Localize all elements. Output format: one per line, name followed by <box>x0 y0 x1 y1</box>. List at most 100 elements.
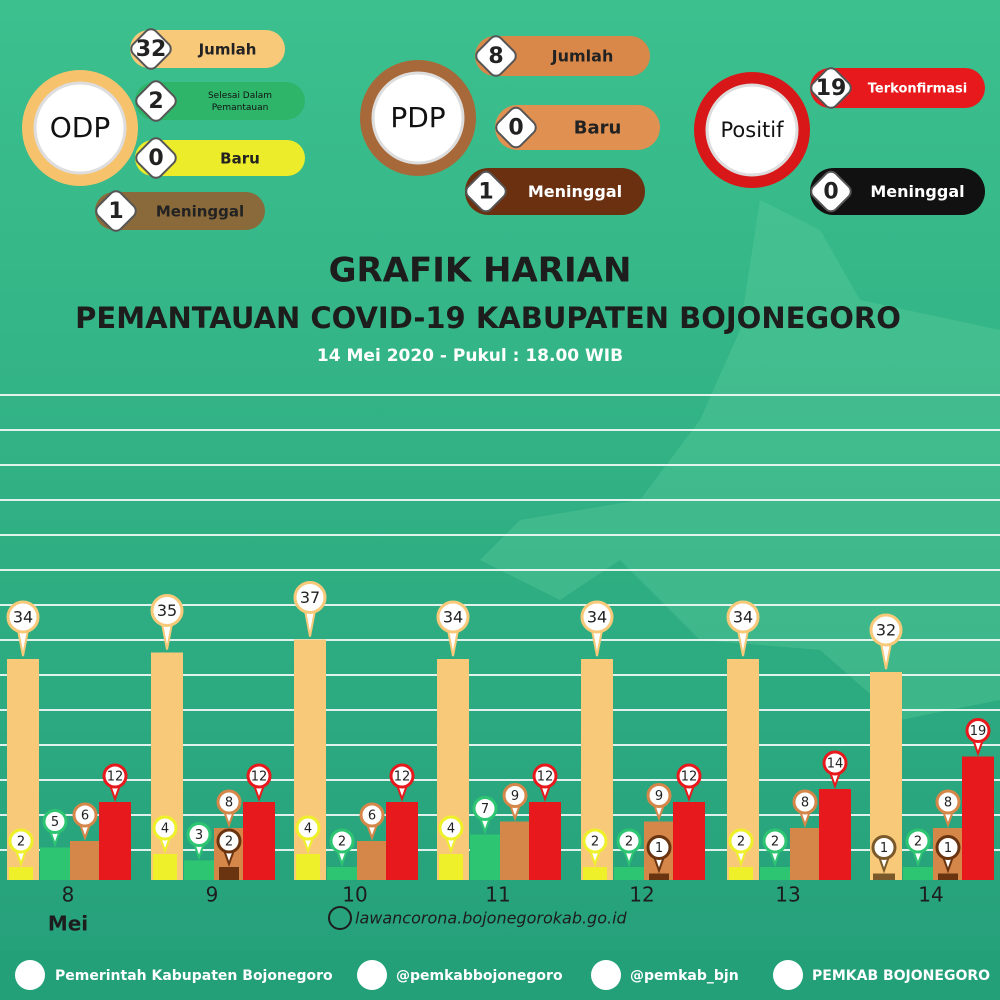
summary-value: 8 <box>488 44 503 69</box>
youtube-icon[interactable] <box>773 960 803 990</box>
value-label: 34 <box>443 608 463 627</box>
summary: 32 Jumlah 2 Selesai Dalam Pemantauan 0 Baru 1 Me… <box>22 28 985 232</box>
value-label: 12 <box>394 770 411 785</box>
label-bubble <box>871 835 897 860</box>
summary-title: Positif <box>721 118 785 142</box>
summary-label: Baru <box>574 118 622 139</box>
summary-badge <box>130 28 172 70</box>
value-label: 35 <box>157 601 177 620</box>
summary-label: Terkonfirmasi <box>868 82 967 97</box>
facebook-text[interactable]: Pemerintah Kabupaten Bojonegoro <box>55 968 333 984</box>
bar <box>99 802 131 880</box>
value-label: 5 <box>51 815 59 830</box>
value-label: 2 <box>338 835 346 850</box>
summary-circle <box>705 83 799 177</box>
bar <box>470 834 500 880</box>
label-bubble <box>676 763 702 789</box>
summary-circle <box>33 81 127 175</box>
bar <box>500 821 530 880</box>
bar <box>153 854 177 880</box>
x-tick-label: 9 <box>206 883 219 907</box>
value-label: 4 <box>161 822 169 837</box>
label-bubble <box>472 796 498 821</box>
summary-label: Jumlah <box>198 41 257 59</box>
summary-badge <box>95 190 137 232</box>
month-label: Mei <box>48 912 88 936</box>
value-label: 34 <box>587 608 607 627</box>
bar <box>760 867 790 880</box>
summary-title: ODP <box>50 111 110 144</box>
bar <box>529 802 561 880</box>
bar <box>327 867 357 880</box>
summary-label: Meninggal <box>528 182 622 201</box>
value-label: 12 <box>681 770 698 785</box>
footer-bar <box>0 950 1000 1000</box>
twitter-text[interactable]: @pemkab_bjn <box>630 968 739 984</box>
value-label: 2 <box>625 835 633 850</box>
label-bubble <box>935 835 961 860</box>
x-tick-label: 10 <box>342 883 367 907</box>
bar <box>9 867 33 880</box>
youtube-text[interactable]: PEMKAB BOJONEGORO <box>812 968 990 984</box>
summary-pill <box>135 82 305 120</box>
summary-pill <box>130 30 285 68</box>
label-bubble <box>102 763 128 789</box>
summary-circle <box>371 71 465 165</box>
value-label: 8 <box>801 796 809 811</box>
summary-label: Meninggal <box>156 203 244 221</box>
label-bubble <box>216 789 242 815</box>
summary-value: 0 <box>823 180 838 205</box>
value-label: 4 <box>304 822 312 837</box>
summary-badge <box>475 35 517 77</box>
map-shape <box>480 200 1000 720</box>
bar <box>439 854 463 880</box>
value-label: 1 <box>944 841 952 856</box>
bar <box>873 873 895 880</box>
label-bubble <box>216 828 242 854</box>
bar <box>790 828 820 880</box>
bar <box>386 802 418 880</box>
website: lawancorona.bojonegorokab.go.id <box>355 909 628 928</box>
value-label: 2 <box>737 835 745 850</box>
value-label: 7 <box>481 802 489 817</box>
instagram-icon[interactable] <box>357 960 387 990</box>
summary-pill <box>135 140 305 176</box>
facebook-icon[interactable] <box>15 960 45 990</box>
bar <box>614 867 644 880</box>
value-label: 8 <box>944 796 952 811</box>
value-label: 2 <box>914 835 922 850</box>
label-bubble <box>150 594 184 627</box>
value-label: 12 <box>537 770 554 785</box>
label-bubble <box>329 828 355 854</box>
chart-title: GRAFIK HARIAN <box>329 251 632 291</box>
label-bubble <box>728 828 754 854</box>
summary-badge <box>810 67 852 109</box>
summary-value: 1 <box>478 180 493 205</box>
bar <box>357 841 387 880</box>
bar <box>903 867 933 880</box>
value-label: 19 <box>970 724 987 739</box>
bar <box>583 867 607 880</box>
twitter-icon[interactable] <box>591 960 621 990</box>
label-bubble <box>246 763 272 789</box>
value-label: 6 <box>368 809 376 824</box>
label-bubble <box>295 815 321 841</box>
label-bubble <box>532 763 558 789</box>
bar <box>40 847 70 880</box>
label-bubble <box>502 783 528 808</box>
label-bubble <box>186 822 212 847</box>
instagram-text[interactable]: @pemkabbojonegoro <box>396 968 563 984</box>
label-bubble <box>762 828 788 854</box>
value-label: 2 <box>225 835 233 850</box>
bar <box>70 841 100 880</box>
summary-badge <box>465 170 507 213</box>
summary-label: Jumlah <box>551 47 614 66</box>
value-label: 8 <box>225 796 233 811</box>
summary-pill <box>475 36 650 76</box>
value-label: 9 <box>511 789 519 804</box>
summary-badge <box>135 137 177 179</box>
summary-value: 19 <box>816 76 847 101</box>
summary-value: 1 <box>108 199 123 224</box>
bar <box>962 756 994 880</box>
